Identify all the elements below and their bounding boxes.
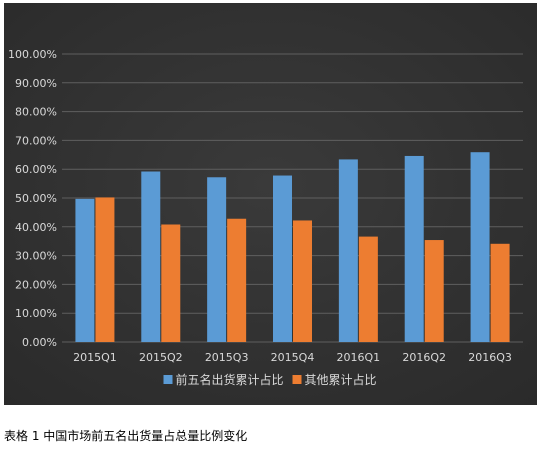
bar-top5-2015Q4 [273, 175, 292, 342]
y-tick-label: 50.00% [15, 192, 57, 205]
y-tick-label: 70.00% [15, 134, 57, 147]
legend-swatch-top5 [163, 375, 173, 384]
bar-top5-2016Q2 [404, 155, 424, 342]
bar-top5-2015Q3 [207, 177, 227, 342]
legend-label: 其他累计占比 [305, 372, 377, 387]
bar-other-2015Q4 [293, 220, 312, 342]
bar-top5-2015Q2 [141, 171, 161, 342]
y-tick-label: 10.00% [15, 307, 57, 320]
bar-top5-2016Q1 [338, 159, 358, 342]
bar-other-2016Q3 [490, 243, 510, 342]
bar-other-2015Q3 [227, 218, 247, 342]
bar-other-2015Q1 [95, 197, 115, 342]
y-tick-label: 90.00% [15, 77, 57, 90]
legend-label: 前五名出货累计占比 [176, 372, 284, 387]
x-category-label: 2016Q3 [468, 351, 512, 364]
x-category-label: 2016Q2 [402, 351, 446, 364]
chart-area: 0.00% 10.00% 20.00% 30.00% 40.00% 50.00% 60.00… [4, 3, 537, 405]
y-tick-label: 40.00% [15, 221, 57, 234]
legend-swatch-other [292, 375, 302, 384]
bar-top5-2016Q3 [470, 152, 490, 342]
x-category-label: 2015Q1 [73, 351, 117, 364]
y-tick-label: 20.00% [15, 278, 57, 291]
y-tick-label: 100.00% [8, 48, 57, 61]
bar-other-2016Q1 [358, 236, 378, 342]
x-category-label: 2015Q2 [139, 351, 183, 364]
bar-other-2016Q2 [424, 240, 444, 342]
y-tick-label: 30.00% [15, 250, 57, 263]
table-caption: 表格 1 中国市场前五名出货量占总量比例变化 [4, 429, 248, 443]
y-tick-label: 80.00% [15, 106, 57, 119]
x-category-label: 2016Q1 [337, 351, 381, 364]
bar-chart: 0.00% 10.00% 20.00% 30.00% 40.00% 50.00% 60.00… [4, 3, 537, 405]
y-tick-label: 60.00% [15, 163, 57, 176]
bar-top5-2015Q1 [75, 198, 95, 342]
bar-other-2015Q2 [161, 224, 181, 342]
x-category-label: 2015Q3 [205, 351, 249, 364]
x-category-label: 2015Q4 [271, 351, 315, 364]
y-tick-label: 0.00% [22, 336, 57, 349]
